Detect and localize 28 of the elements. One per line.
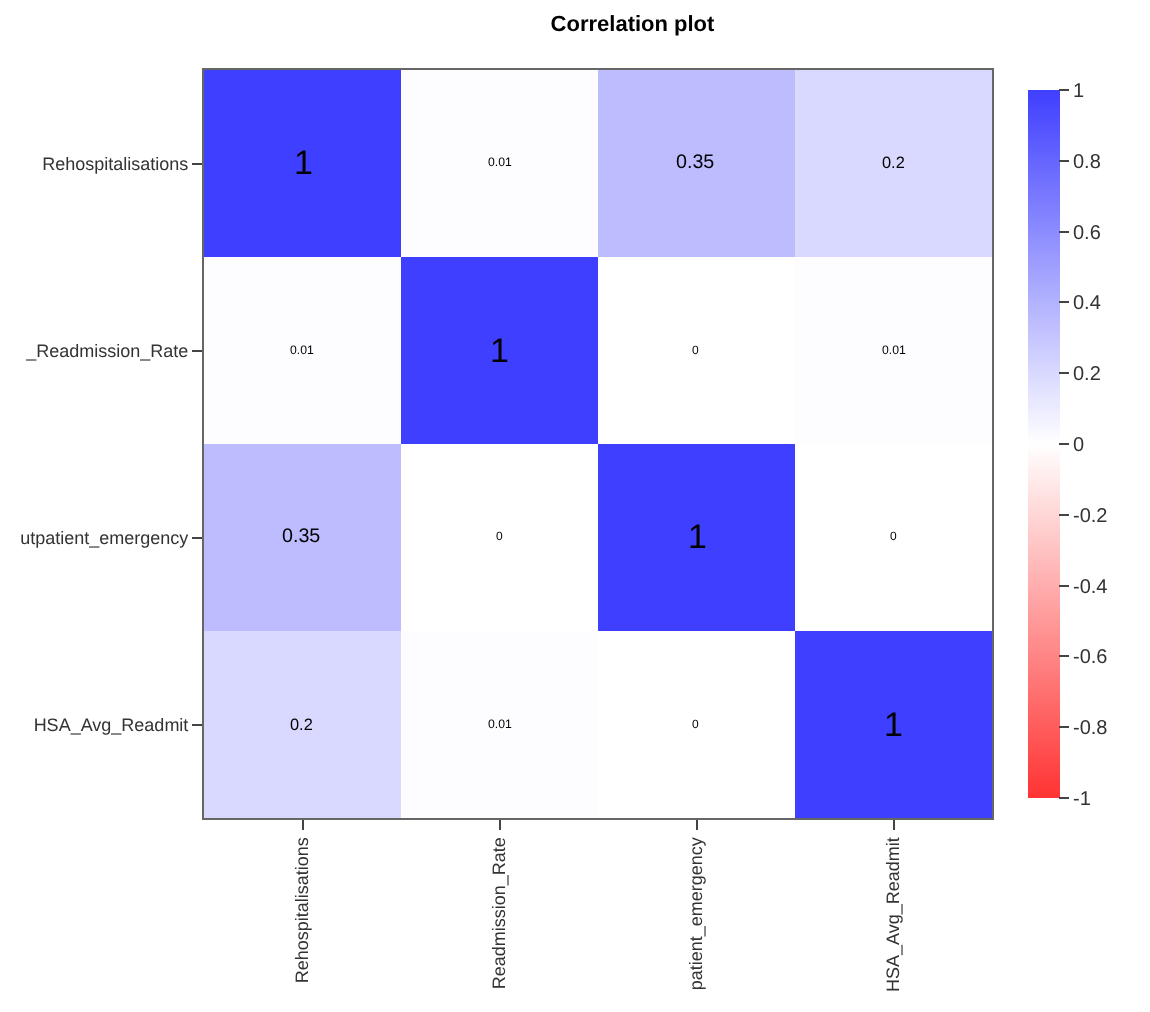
color-bar-label: 0.8 <box>1073 151 1102 174</box>
color-bar-label: 0.4 <box>1073 293 1102 316</box>
data-label: 1 <box>490 332 509 370</box>
data-label: 0.2 <box>882 154 906 172</box>
y-tick-label: HSA_Avg_Readmit <box>33 714 190 735</box>
data-label: 1 <box>294 144 313 182</box>
data-label: 1 <box>884 706 903 744</box>
x-tick-label: Readmission_Rate <box>489 837 510 990</box>
y-tick-label: _Readmission_Rate <box>24 340 189 361</box>
data-label: 0.35 <box>282 526 322 548</box>
color-bar-label: -0.2 <box>1073 505 1109 528</box>
color-bar-label: 1 <box>1073 81 1085 103</box>
y-tick-label: utpatient_emergency <box>20 527 190 548</box>
color-bar-label: -0.8 <box>1073 718 1109 741</box>
x-tick-label: HSA_Avg_Readmit <box>883 836 904 992</box>
color-bar-label: -1 <box>1073 789 1092 811</box>
x-tick-label: Rehospitalisations <box>292 836 313 984</box>
color-bar-label: 0.6 <box>1073 222 1102 245</box>
data-label: 0.35 <box>676 152 716 174</box>
data-label: 0.2 <box>290 716 314 734</box>
data-label: 1 <box>688 518 707 556</box>
y-tick-label: Rehospitalisations <box>42 153 190 174</box>
x-tick-label: patient_emergency <box>686 836 707 991</box>
color-bar-label: -0.4 <box>1073 576 1109 599</box>
color-bar-label: -0.6 <box>1073 647 1109 670</box>
color-bar-label: 0.2 <box>1073 364 1102 387</box>
chart-title: Correlation plot <box>550 12 716 37</box>
color-bar-label: 0 <box>1073 435 1085 457</box>
